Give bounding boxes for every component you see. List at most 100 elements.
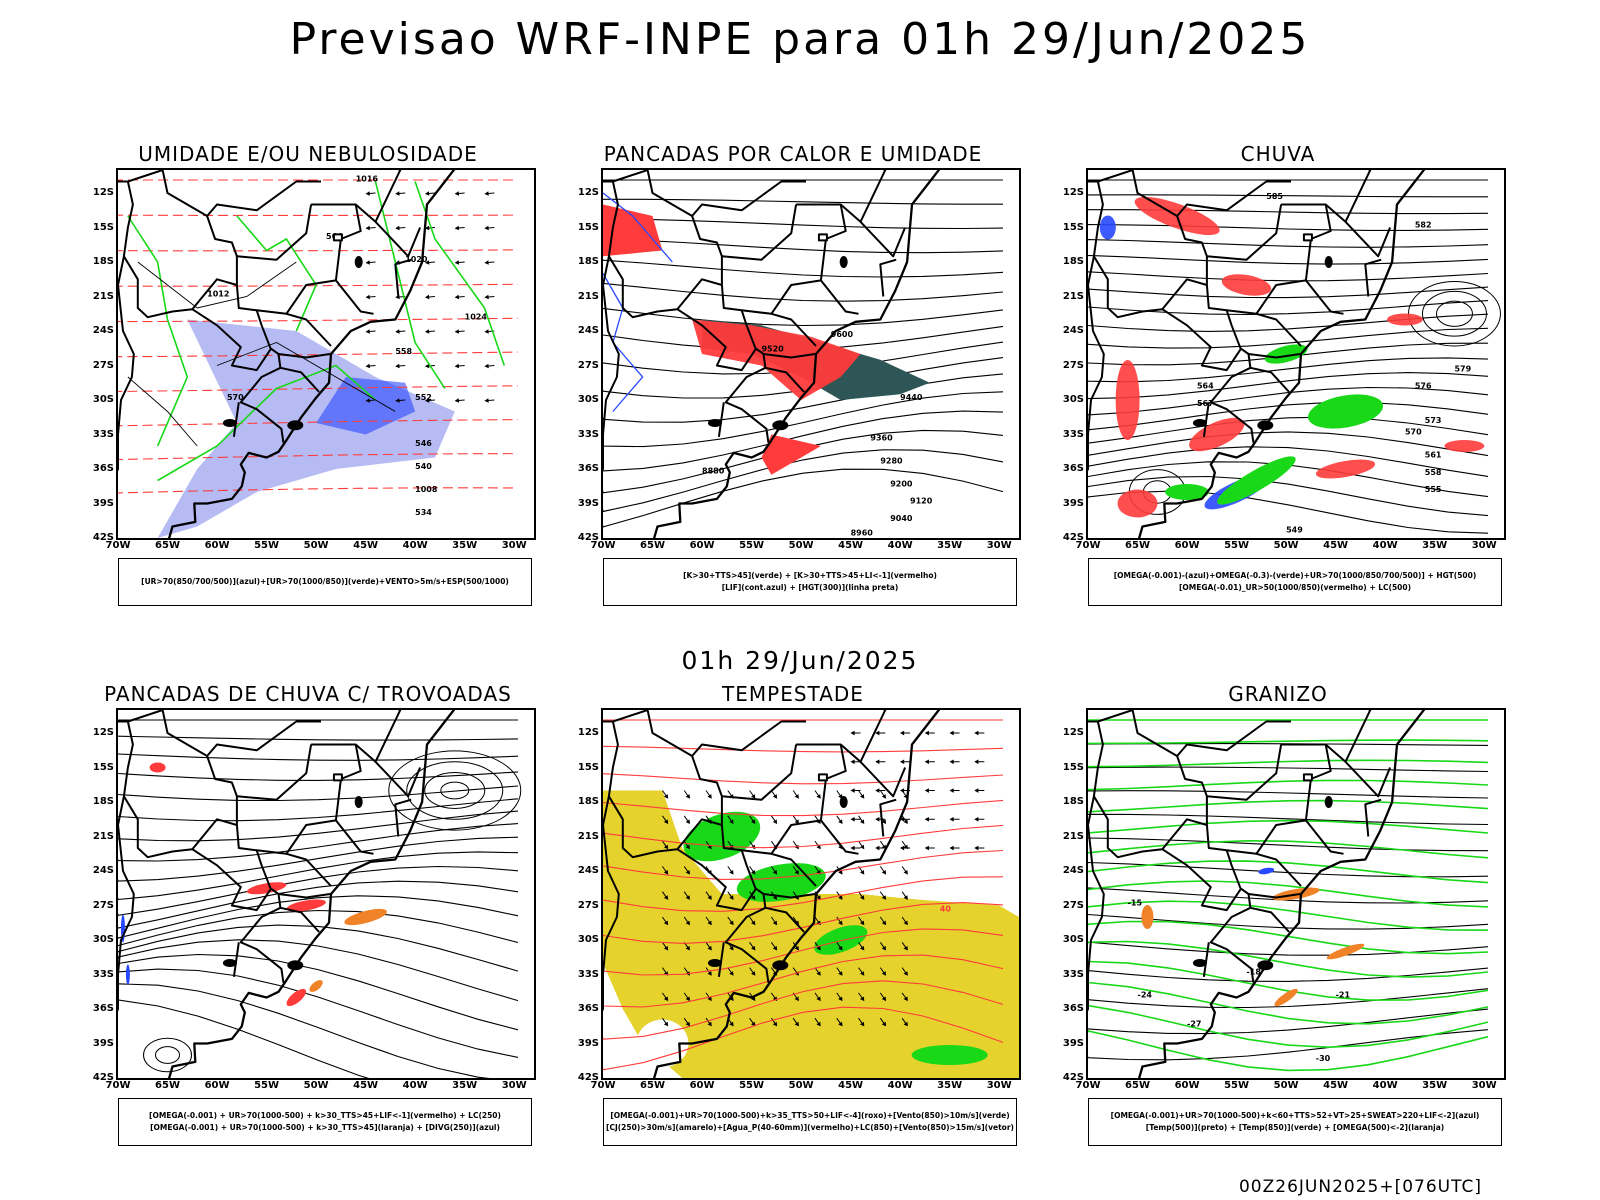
longitude-tick-label: 35W [452,540,478,551]
contour-label: 558 [395,347,412,356]
mid-title: 01h 29/Jun/2025 [681,646,919,675]
latitude-tick-label: 36S [92,1003,114,1014]
contour-label: 558 [1425,468,1442,477]
longitude-tick-label: 65W [1125,540,1150,551]
contour-label: 555 [1425,485,1442,494]
longitude-tick-label: 40W [887,540,913,551]
latitude-tick-label: 21S [92,290,114,302]
legend-box: [OMEGA(-0.001)-(azul)+OMEGA(-0.3)-(verde… [1088,558,1502,606]
legend-text: [CJ(250)>30m/s](amarelo)+[Agua_P(40-60mm… [606,1123,1014,1132]
longitude-tick-label: 65W [1125,1080,1150,1091]
contour-label: 9040 [890,514,913,523]
panel-rain-map: CHUVA 585 582 579 576 573 570 567 564 561 558 555 54… [1050,142,1510,642]
contour-label: 534 [415,508,432,517]
longitude-tick-label: 35W [452,1080,478,1091]
contour-label: 561 [1425,451,1442,460]
storm-map: 40 [601,708,1021,1080]
panel-title: CHUVA [1240,142,1316,166]
longitude-tick-label: 45W [1323,540,1349,551]
latitude-tick-label: 39S [577,497,599,509]
latitude-tick-label: 33S [1062,428,1084,440]
latitude-tick-label: 30S [1062,394,1084,405]
contour-label: 9360 [870,433,893,442]
basemap-borders [1088,170,1426,538]
latitude-tick-label: 27S [92,899,114,911]
panel-title: TEMPESTADE [722,682,864,706]
legend-box: [OMEGA(-0.001)+UR>70(1000-500)+k>35_TTS>… [603,1098,1017,1146]
main-title: Previsao WRF-INPE para 01h 29/Jun/2025 [289,14,1311,65]
longitude-tick-label: 60W [689,540,715,551]
longitude-tick-label: 40W [1372,1080,1398,1091]
contour-lines [603,719,1004,1071]
longitude-tick-label: 30W [1471,1080,1497,1091]
latitude-tick-label: 24S [92,325,114,336]
latitude-tick-label: 30S [577,394,599,405]
longitude-tick-label: 70W [590,1080,616,1091]
legend-text: [UR>70(850/700/500)](azul)+[UR>70(1000/8… [141,577,509,586]
longitude-tick-label: 45W [1323,1080,1349,1091]
longitude-tick-label: 55W [254,1080,280,1091]
contour-label: 576 [1415,382,1432,391]
latitude-tick-label: 27S [1062,899,1084,911]
basemap-borders [603,710,941,1078]
latitude-tick-label: 24S [1062,325,1084,336]
longitude-tick-label: 35W [1422,1080,1448,1091]
longitude-tick-label: 55W [1224,540,1250,551]
legend-box: [OMEGA(-0.001) + UR>70(1000-500) + k>30_… [118,1098,532,1146]
contour-label: 582 [1415,221,1432,230]
longitude-tick-label: 40W [887,1080,913,1091]
longitude-tick-label: 50W [303,1080,329,1091]
contour-label: 540 [415,462,432,471]
heat-showers-map: 9600 9520 9440 9360 9280 9200 9120 9040 8960 8880 [601,168,1021,540]
thunderstorm-showers-map [116,708,536,1080]
longitude-tick-label: 50W [1273,1080,1299,1091]
latitude-tick-label: 12S [92,187,114,198]
longitude-tick-label: 70W [590,540,616,551]
longitude-tick-label: 60W [204,1080,230,1091]
longitude-tick-label: 35W [937,540,963,551]
latitude-tick-label: 12S [1062,727,1084,738]
longitude-tick-label: 35W [1422,540,1448,551]
longitude-tick-label: 50W [303,540,329,551]
latitude-tick-label: 18S [92,796,114,807]
contour-label: 585 [1266,192,1283,201]
latitude-tick-label: 24S [577,325,599,336]
longitude-tick-label: 55W [254,540,280,551]
latitude-tick-label: 18S [1062,256,1084,267]
latitude-tick-label: 21S [577,290,599,302]
longitude-tick-label: 55W [1224,1080,1250,1091]
latitude-tick-label: 42S [92,532,114,543]
longitude-tick-label: 30W [986,540,1012,551]
contour-label: 564 [1197,382,1214,391]
contour-label: 570 [227,393,244,402]
legend-text: [OMEGA(-0.001)+UR>70(1000-500)+k>35_TTS>… [610,1111,1010,1120]
contour-label: 8880 [702,467,725,476]
contour-label: 9120 [910,497,933,506]
latitude-tick-label: 24S [1062,865,1084,876]
contour-label: 570 [1405,428,1422,437]
contour-label: 579 [1454,364,1471,373]
longitude-tick-label: 60W [1174,540,1200,551]
contour-label: 1008 [415,485,438,494]
latitude-tick-label: 27S [92,359,114,371]
latitude-tick-label: 39S [577,1037,599,1049]
legend-box: [OMEGA(-0.001)+UR>70(1000-500)+k<60+TTS>… [1088,1098,1502,1146]
longitude-tick-label: 60W [204,540,230,551]
contour-label: 8960 [851,529,874,538]
latitude-tick-label: 42S [1062,1072,1084,1083]
basemap-borders [118,170,456,538]
legend-text: [Temp(500)](preto) + [Temp(850)](verde) … [1145,1123,1445,1132]
contour-label: -18 [1246,968,1261,977]
latitude-tick-label: 33S [1062,968,1084,980]
latitude-tick-label: 15S [92,221,114,233]
longitude-tick-label: 30W [501,540,527,551]
panel-heat-showers-map: PANCADAS POR CALOR E UMIDADE 9600 9520 9440… [565,142,1025,642]
rain-map: 585 582 579 576 573 570 567 564 561 558 555 549 [1086,168,1506,540]
panel-humidity-cloud-map: UMIDADE E/OU NEBULOSIDADE 1016 1020 1012 102… [80,142,540,642]
contour-label: 573 [1425,416,1442,425]
contour-label: -27 [1187,1019,1201,1028]
latitude-tick-label: 39S [92,497,114,509]
wind-vectors [850,730,985,851]
longitude-tick-label: 40W [402,540,428,551]
legend-box: [UR>70(850/700/500)](azul)+[UR>70(1000/8… [118,558,532,606]
